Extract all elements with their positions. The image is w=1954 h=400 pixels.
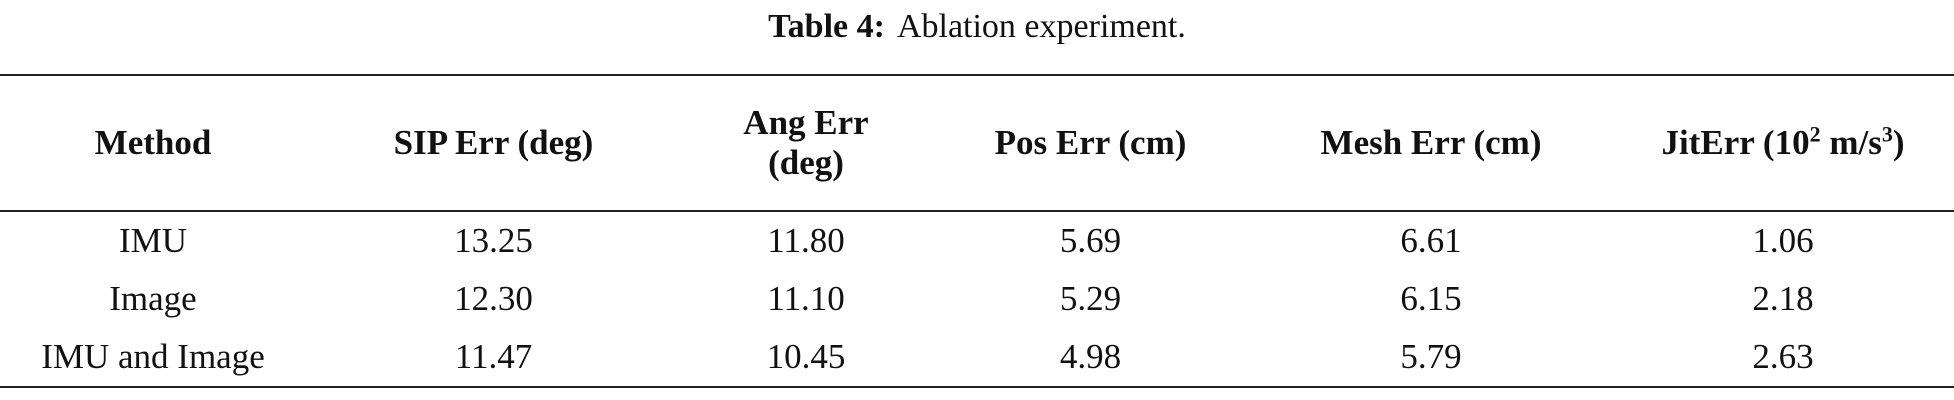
row: IMU and Image 11.47 10.45 4.98 5.79 2.63	[0, 328, 1954, 388]
header-text: m/s	[1820, 123, 1882, 162]
header-row: Method SIP Err (deg) Ang Err (deg) Pos Err …	[0, 74, 1954, 212]
cell: 2.18	[1752, 279, 1814, 318]
caption-text: Ablation experiment.	[896, 8, 1186, 45]
cell: 5.29	[1059, 279, 1122, 318]
caption-label: Table 4:	[768, 8, 885, 45]
header-text: Mesh Err (cm)	[1320, 123, 1542, 162]
cell: 11.47	[306, 328, 681, 388]
cell: 6.15	[1400, 279, 1462, 318]
cell: 13.25	[454, 221, 533, 260]
cell: 5.69	[1059, 221, 1122, 260]
header-cell: JitErr (102 m/s3)	[1612, 74, 1954, 212]
cell: 10.45	[681, 328, 931, 388]
cell: 12.30	[454, 279, 533, 318]
row: IMU 13.25 11.80 5.69 6.61 1.06	[0, 211, 1954, 270]
cell: 11.80	[767, 221, 845, 260]
cell: 11.10	[767, 279, 845, 318]
header-text: SIP Err (deg)	[393, 123, 594, 162]
superscript: 3	[1881, 121, 1893, 147]
header-cell: Pos Err (cm)	[931, 74, 1250, 212]
cell: IMU and Image	[0, 328, 306, 388]
header-text: Method	[94, 123, 212, 162]
cell: 6.61	[1400, 221, 1462, 260]
header-text: JitErr (10	[1661, 123, 1810, 162]
header-cell: Ang Err (deg)	[681, 74, 931, 212]
table-body: IMU 13.25 11.80 5.69 6.61 1.06 Image 12.30 11.10…	[0, 211, 1954, 388]
header-cell: Method	[0, 74, 306, 212]
cell: 5.79	[1250, 328, 1612, 388]
cell: 2.63	[1612, 328, 1954, 388]
cell: Image	[109, 279, 197, 318]
cell: 4.98	[931, 328, 1250, 388]
header-text: )	[1892, 123, 1905, 162]
superscript: 2	[1809, 121, 1821, 147]
header-cell: SIP Err (deg)	[306, 74, 681, 212]
header-text: Pos Err (cm)	[994, 123, 1187, 162]
cell: 1.06	[1752, 221, 1814, 260]
table: Method SIP Err (deg) Ang Err (deg) Pos Err …	[0, 74, 1954, 388]
cell: IMU	[118, 221, 188, 260]
header-text: Ang Err (deg)	[743, 103, 869, 182]
header-cell: Mesh Err (cm)	[1250, 74, 1612, 212]
caption: Table 4: Ablation experiment.	[0, 6, 1954, 48]
row: Image 12.30 11.10 5.29 6.15 2.18	[0, 270, 1954, 328]
